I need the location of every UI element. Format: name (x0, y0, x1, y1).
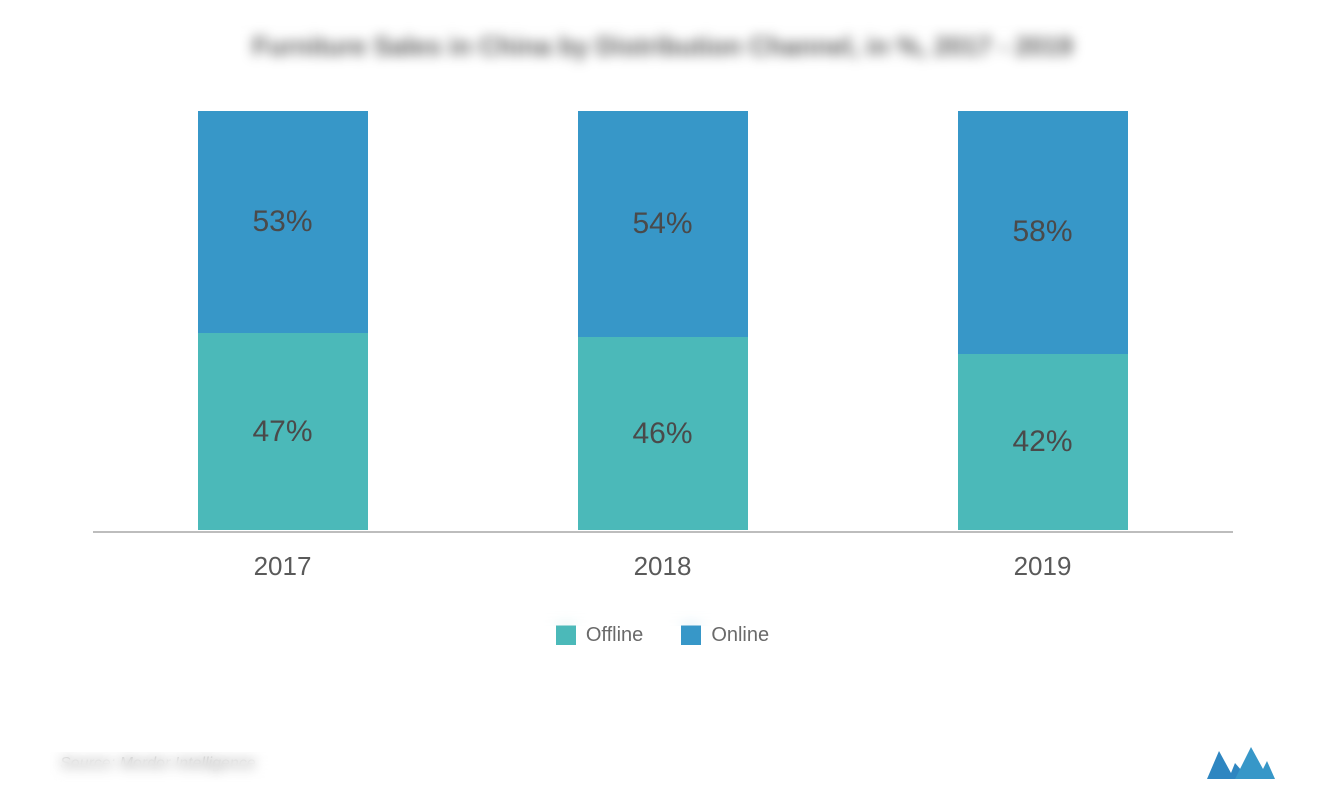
x-axis-label: 2018 (578, 551, 748, 582)
bar-segment-bottom: 47% (198, 333, 368, 530)
x-axis-labels: 2017 2018 2019 (93, 551, 1233, 582)
x-axis-label: 2017 (198, 551, 368, 582)
chart-title: Furniture Sales in China by Distribution… (173, 30, 1153, 63)
legend-item-online: Online (681, 624, 769, 647)
legend-swatch-icon (556, 625, 576, 645)
bar-segment-top: 54% (578, 111, 748, 338)
legend-label: Online (711, 624, 769, 647)
bar-segment-top: 53% (198, 111, 368, 334)
legend-item-offline: Offline (556, 624, 643, 647)
bar-segment-bottom: 46% (578, 337, 748, 530)
bar-group-0: 53% 47% (198, 111, 368, 531)
stacked-bar: 54% 46% (578, 111, 748, 531)
bar-segment-bottom: 42% (958, 354, 1128, 530)
source-attribution: Source: Mordor Intelligence (60, 755, 256, 773)
legend-swatch-icon (681, 625, 701, 645)
mordor-logo-icon (1205, 739, 1277, 783)
chart-plot-area: 53% 47% 54% 46% 58% 42% (93, 93, 1233, 533)
bar-group-2: 58% 42% (958, 111, 1128, 531)
stacked-bar: 53% 47% (198, 111, 368, 531)
bar-segment-top: 58% (958, 111, 1128, 355)
bar-group-1: 54% 46% (578, 111, 748, 531)
stacked-bar: 58% 42% (958, 111, 1128, 531)
x-axis-label: 2019 (958, 551, 1128, 582)
chart-legend: Offline Online (60, 624, 1265, 647)
legend-label: Offline (586, 624, 643, 647)
